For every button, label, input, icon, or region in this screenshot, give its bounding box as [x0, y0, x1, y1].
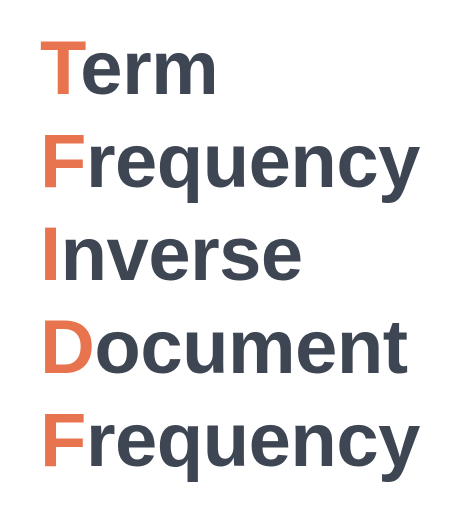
acronym-line-document: Document — [40, 301, 420, 394]
initial-letter: I — [40, 212, 61, 297]
initial-letter: T — [40, 26, 81, 111]
word-remainder: nverse — [60, 212, 304, 297]
tfidf-acronym-list: Term Frequency Inverse Document Frequenc… — [40, 22, 420, 487]
initial-letter: D — [40, 305, 95, 390]
acronym-line-frequency-2: Frequency — [40, 394, 420, 487]
initial-letter: F — [40, 398, 86, 483]
word-remainder: requency — [85, 398, 420, 483]
acronym-line-frequency: Frequency — [40, 115, 420, 208]
acronym-line-inverse: Inverse — [40, 208, 420, 301]
word-remainder: requency — [85, 119, 420, 204]
acronym-line-term: Term — [40, 22, 420, 115]
word-remainder: ocument — [94, 305, 408, 390]
word-remainder: erm — [80, 26, 219, 111]
initial-letter: F — [40, 119, 86, 204]
